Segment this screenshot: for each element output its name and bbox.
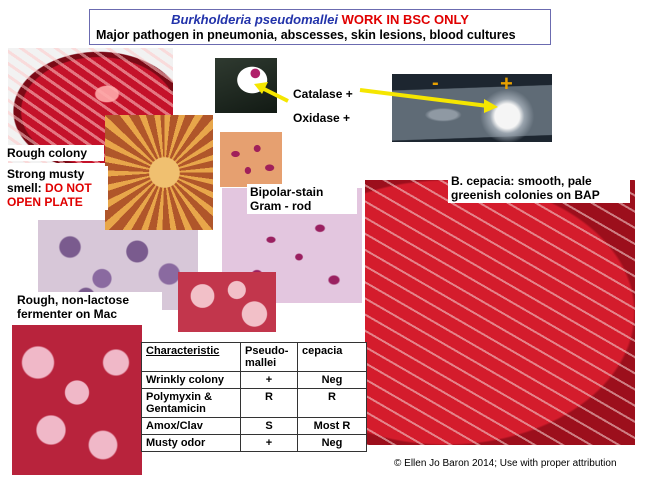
catalase-label: Catalase + [293, 87, 353, 101]
macconkey-plate-photo [12, 325, 142, 475]
catalase-test-photo [215, 58, 277, 113]
table-cell: Wrinkly colony [141, 371, 241, 389]
characteristics-table: Characteristic Pseudo-mallei cepacia Wri… [141, 342, 367, 452]
table-cell: R [297, 388, 367, 418]
table-row: Polymyxin & Gentamicin R R [141, 388, 367, 418]
table-header: cepacia [297, 342, 367, 372]
macconkey-label: Rough, non-lactose fermenter on Mac [14, 292, 162, 322]
do-not-open-warning: DO NOT OPEN PLATE [7, 181, 92, 209]
table-header: Pseudo-mallei [240, 342, 298, 372]
table-cell: Most R [297, 417, 367, 435]
bipolar-stain-label: Bipolar-stain Gram - rod [247, 184, 357, 214]
oxidase-slide-photo [392, 74, 552, 142]
title-box: Burkholderia pseudomallei WORK IN BSC ON… [89, 9, 551, 45]
subtitle: Major pathogen in pneumonia, abscesses, … [96, 28, 516, 42]
attribution-credit: © Ellen Jo Baron 2014; Use with proper a… [392, 458, 619, 469]
bipolar-stain-closeup-photo [220, 132, 282, 187]
table-row: Musty odor + Neg [141, 434, 367, 452]
b-cepacia-bap-photo [365, 180, 635, 445]
purple-colonies-photo [38, 220, 198, 310]
table-cell: + [240, 371, 298, 389]
musty-prefix: Strong musty smell: [7, 167, 85, 195]
table-cell: + [240, 434, 298, 452]
table-row: Wrinkly colony + Neg [141, 371, 367, 389]
positive-sign: + [500, 71, 513, 96]
credit-text: Ellen Jo Baron 2014; Use with proper att… [404, 458, 617, 469]
table-cell: S [240, 417, 298, 435]
table-row: Amox/Clav S Most R [141, 417, 367, 435]
title-line: Burkholderia pseudomallei WORK IN BSC ON… [96, 12, 544, 28]
macconkey-colonies-photo [178, 272, 276, 332]
copyright-icon: © [394, 458, 402, 469]
oxidase-label: Oxidase + [293, 111, 351, 125]
table-cell: Polymyxin & Gentamicin [141, 388, 241, 418]
b-cepacia-label: B. cepacia: smooth, pale greenish coloni… [448, 173, 630, 203]
bsc-warning: WORK IN BSC ONLY [341, 12, 469, 27]
table-cell: Neg [297, 371, 367, 389]
table-header-row: Characteristic Pseudo-mallei cepacia [141, 342, 367, 372]
wrinkly-colony-photo [105, 115, 213, 230]
table-cell: R [240, 388, 298, 418]
table-cell: Amox/Clav [141, 417, 241, 435]
musty-smell-label: Strong musty smell: DO NOT OPEN PLATE [4, 166, 108, 210]
table-header: Characteristic [141, 342, 241, 372]
table-cell: Musty odor [141, 434, 241, 452]
negative-sign: - [432, 72, 439, 94]
rough-colony-label: Rough colony [4, 145, 104, 161]
table-cell: Neg [297, 434, 367, 452]
organism-name: Burkholderia pseudomallei [171, 12, 338, 27]
